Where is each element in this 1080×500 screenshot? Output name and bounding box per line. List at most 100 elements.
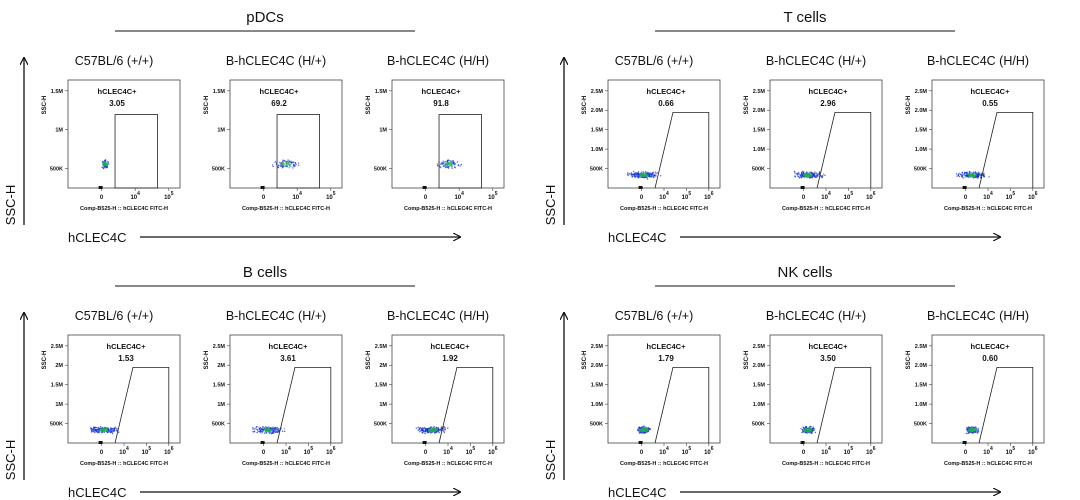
tick-base: 10 — [466, 450, 473, 456]
event-dot — [814, 431, 817, 434]
x-tick-label: 106 — [704, 191, 714, 201]
event-dot — [649, 173, 651, 175]
x-tick-label: 0 — [802, 195, 806, 201]
event-dot — [969, 172, 971, 174]
event-dot — [290, 162, 293, 165]
event-dot — [647, 174, 649, 177]
event-dot — [964, 172, 966, 174]
gate-name: hCLEC4C+ — [107, 342, 147, 351]
event-dot — [824, 174, 826, 177]
event-dot — [627, 172, 629, 174]
event-dot — [275, 162, 277, 164]
x-tick-label: 0 — [262, 195, 266, 201]
y-tick-label: 1.0M — [915, 147, 928, 153]
x-tick-label: 104 — [659, 446, 669, 456]
event-dot — [968, 426, 970, 428]
event-dot — [444, 166, 447, 169]
x-tick-label: 105 — [488, 191, 498, 201]
event-dot — [803, 172, 805, 175]
tick-base: 10 — [1006, 195, 1013, 201]
event-dot — [269, 430, 271, 433]
event-dot — [266, 428, 269, 430]
event-dot — [284, 164, 287, 167]
event-dot — [632, 170, 635, 173]
event-dot — [448, 160, 450, 162]
event-dot — [965, 432, 968, 435]
event-dot — [105, 166, 107, 168]
event-dot — [642, 176, 644, 178]
gate-name: hCLEC4C+ — [971, 342, 1011, 351]
x-tick-label: 106 — [164, 446, 174, 456]
event-dot — [420, 428, 422, 431]
y-tick-label: 1.5M — [51, 383, 64, 389]
event-dot — [252, 426, 254, 429]
event-dot — [448, 163, 450, 165]
event-dot — [650, 174, 652, 177]
tick-exponent: 5 — [688, 446, 691, 452]
event-dot — [659, 175, 662, 177]
tick-base: 10 — [454, 195, 461, 201]
gate — [276, 114, 321, 189]
event-dot — [460, 163, 462, 166]
event-dot — [973, 431, 975, 434]
event-dot — [961, 171, 964, 174]
gate-percent: 0.66 — [658, 99, 674, 108]
event-dot — [956, 175, 958, 177]
event-dot — [90, 431, 93, 433]
x-tick-label: 105 — [304, 446, 314, 456]
gate-percent: 69.2 — [271, 99, 287, 108]
event-dot — [973, 429, 975, 432]
event-dot — [983, 172, 985, 175]
x-tick-label: 104 — [983, 191, 993, 201]
x-tick-label: 104 — [821, 446, 831, 456]
event-dot — [281, 165, 284, 168]
event-dot — [295, 163, 297, 165]
tick-base: 10 — [866, 450, 873, 456]
x-param: Comp-B525-H :: hCLEC4C FITC-H — [242, 206, 330, 212]
x-tick-label: 0 — [424, 450, 428, 456]
event-dot — [107, 431, 109, 434]
genotype-label: B-hCLEC4C (H/+) — [766, 54, 866, 68]
panel-title: pDCs — [246, 9, 284, 26]
event-dot — [454, 166, 456, 169]
panel: T cells SSC-H hCLEC4C C57BL/6 (+/+) 2.5M 2.0M… — [543, 9, 1045, 245]
event-dot — [447, 427, 449, 429]
gate — [816, 366, 872, 444]
gate-name: hCLEC4C+ — [971, 87, 1011, 96]
event-dot — [253, 431, 256, 433]
tick-base: 10 — [130, 195, 137, 201]
event-dot — [90, 428, 92, 431]
event-dot — [272, 429, 275, 432]
y-tick-label: 2M — [379, 363, 387, 369]
y-axis-title: SSC-H — [3, 440, 18, 480]
event-dot — [808, 173, 810, 176]
event-dot — [806, 430, 808, 432]
genotype-label: B-hCLEC4C (H/H) — [387, 309, 489, 323]
event-dot — [645, 170, 647, 173]
event-dot — [265, 430, 267, 432]
y-param: SSC-H — [582, 351, 588, 370]
event-dot — [811, 175, 814, 177]
y-tick-label: 2.0M — [915, 363, 928, 369]
event-dot — [976, 430, 979, 433]
event-dot — [651, 174, 654, 176]
genotype-label: C57BL/6 (+/+) — [75, 309, 154, 323]
x-tick-label: 106 — [704, 446, 714, 456]
event-dot — [961, 176, 964, 178]
y-param: SSC-H — [366, 351, 372, 370]
x-tick-label: 104 — [821, 191, 831, 201]
event-dot — [281, 163, 283, 166]
y-tick-label: 1.5M — [915, 383, 928, 389]
event-dot — [95, 430, 97, 432]
event-dot — [970, 173, 972, 175]
event-dot — [262, 430, 264, 432]
tick-exponent: 4 — [666, 446, 669, 452]
tick-base: 10 — [844, 195, 851, 201]
gate — [978, 112, 1034, 189]
zero-marker — [260, 441, 265, 444]
plot-frame — [607, 334, 721, 444]
event-dot — [96, 428, 99, 431]
event-dot — [974, 427, 976, 429]
x-tick-label: 105 — [682, 191, 692, 201]
x-param: Comp-B525-H :: hCLEC4C FITC-H — [404, 206, 492, 212]
